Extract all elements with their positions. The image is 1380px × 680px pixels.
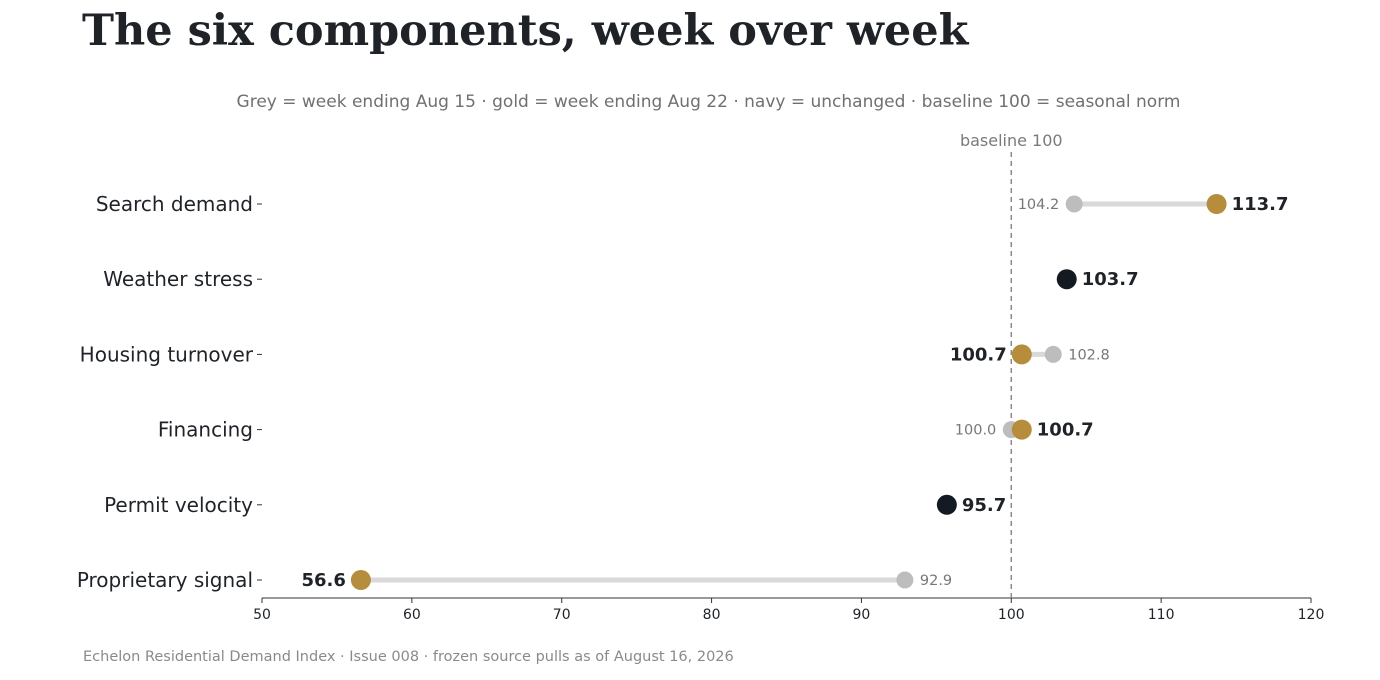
y-category-label: Proprietary signal [77,568,253,592]
current-value-label: 100.7 [950,344,1007,365]
x-tick-label: 60 [403,607,421,623]
previous-week-point [896,571,914,589]
page-title: The six components, week over week [82,6,969,56]
y-category-label: Weather stress [103,267,253,291]
unchanged-point [1056,269,1077,290]
x-tick-label: 100 [998,607,1025,623]
y-category-label: Permit velocity [104,493,253,517]
current-week-point [1011,344,1032,365]
x-tick-label: 120 [1298,607,1325,623]
current-value-label: 113.7 [1232,194,1289,215]
current-value-label: 56.6 [301,570,345,591]
x-tick-label: 80 [703,607,721,623]
previous-week-point [1044,345,1062,363]
current-week-point [1011,419,1032,440]
current-value-label: 95.7 [962,495,1006,516]
chart-subtitle: Grey = week ending Aug 15 · gold = week … [236,92,1181,112]
x-tick-label: 70 [553,607,571,623]
previous-week-point [1065,195,1083,213]
y-category-label: Housing turnover [80,342,254,366]
previous-value-label: 102.8 [1068,347,1110,363]
baseline-label: baseline 100 [960,131,1063,150]
current-week-point [1206,194,1227,214]
previous-value-label: 92.9 [920,573,952,589]
x-tick-label: 90 [853,607,871,623]
current-value-label: 100.7 [1037,420,1094,441]
x-tick-label: 110 [1148,607,1175,623]
y-category-label: Search demand [96,192,253,216]
previous-value-label: 100.0 [955,423,997,439]
current-value-label: 103.7 [1082,269,1139,290]
previous-value-label: 104.2 [1018,197,1060,213]
footnote: Echelon Residential Demand Index · Issue… [83,649,734,665]
current-week-point [350,570,371,590]
y-category-label: Financing [158,418,253,442]
unchanged-point [936,494,957,515]
x-tick-label: 50 [253,607,271,623]
